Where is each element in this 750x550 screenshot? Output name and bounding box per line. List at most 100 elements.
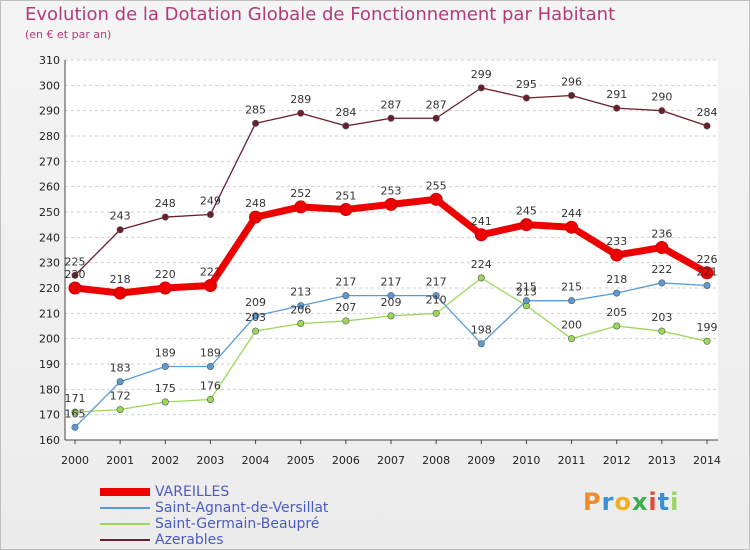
data-point <box>610 248 624 262</box>
data-label: 215 <box>516 281 537 294</box>
y-tick-label: 310 <box>39 54 60 67</box>
proxiti-logo: Proxiti <box>583 488 680 516</box>
data-point <box>658 279 666 287</box>
data-label: 206 <box>290 303 311 316</box>
data-label: 253 <box>381 184 402 197</box>
y-tick-label: 250 <box>39 206 60 219</box>
data-label: 252 <box>290 187 311 200</box>
data-label: 295 <box>516 78 537 91</box>
data-point <box>703 122 711 130</box>
data-point <box>387 312 395 320</box>
x-tick-label: 2001 <box>106 454 134 467</box>
legend-swatch <box>100 539 150 541</box>
y-tick-label: 240 <box>39 231 60 244</box>
data-label: 244 <box>561 207 582 220</box>
data-point <box>252 312 260 320</box>
data-label: 175 <box>155 382 176 395</box>
legend-swatch <box>100 488 150 496</box>
data-label: 296 <box>561 75 582 88</box>
y-tick-label: 210 <box>39 307 60 320</box>
data-label: 217 <box>426 276 447 289</box>
y-tick-label: 220 <box>39 282 60 295</box>
data-label: 172 <box>110 390 131 403</box>
data-point <box>432 114 440 122</box>
chart-subtitle: (en € et par an) <box>25 28 112 41</box>
data-point <box>116 406 124 414</box>
data-point <box>116 378 124 386</box>
data-label: 248 <box>155 197 176 210</box>
data-point <box>384 197 398 211</box>
data-point <box>655 240 669 254</box>
data-label: 284 <box>335 106 356 119</box>
data-label: 218 <box>110 273 131 286</box>
legend-label: Azerables <box>155 532 224 548</box>
x-tick-label: 2010 <box>512 454 540 467</box>
legend-label: VAREILLES <box>155 484 230 500</box>
x-tick-label: 2004 <box>242 454 270 467</box>
y-tick-label: 260 <box>39 181 60 194</box>
data-point <box>522 94 530 102</box>
data-point <box>474 228 488 242</box>
data-label: 225 <box>65 255 86 268</box>
x-tick-label: 2008 <box>422 454 450 467</box>
data-label: 220 <box>65 268 86 281</box>
data-label: 203 <box>245 311 266 324</box>
data-point <box>703 281 711 289</box>
x-tick-label: 2012 <box>603 454 631 467</box>
x-tick-label: 2009 <box>467 454 495 467</box>
data-point <box>432 309 440 317</box>
data-point <box>568 91 576 99</box>
data-label: 249 <box>200 195 221 208</box>
data-label: 222 <box>651 263 672 276</box>
data-point <box>71 423 79 431</box>
x-tick-label: 2005 <box>287 454 315 467</box>
x-tick-label: 2013 <box>648 454 676 467</box>
data-label: 205 <box>606 306 627 319</box>
y-tick-label: 280 <box>39 130 60 143</box>
data-point <box>387 292 395 300</box>
data-label: 218 <box>606 273 627 286</box>
data-label: 255 <box>426 179 447 192</box>
data-label: 213 <box>290 286 311 299</box>
data-point <box>158 281 172 295</box>
x-tick-label: 2014 <box>693 454 721 467</box>
data-point <box>342 122 350 130</box>
x-tick-label: 2011 <box>558 454 586 467</box>
data-point <box>432 292 440 300</box>
data-label: 251 <box>335 189 356 202</box>
data-label: 165 <box>65 407 86 420</box>
data-label: 233 <box>606 235 627 248</box>
data-label: 243 <box>110 210 131 223</box>
chart-title: Evolution de la Dotation Globale de Fonc… <box>25 4 616 25</box>
y-tick-label: 200 <box>39 333 60 346</box>
y-tick-label: 170 <box>39 409 60 422</box>
y-tick-label: 190 <box>39 358 60 371</box>
data-label: 289 <box>290 93 311 106</box>
data-label: 245 <box>516 205 537 218</box>
data-label: 284 <box>697 106 718 119</box>
data-label: 285 <box>245 103 266 116</box>
data-point <box>68 281 82 295</box>
data-point <box>161 363 169 371</box>
data-point <box>613 322 621 330</box>
y-tick-label: 300 <box>39 79 60 92</box>
data-point <box>519 218 533 232</box>
data-label: 287 <box>381 98 402 111</box>
data-point <box>342 317 350 325</box>
data-point <box>568 297 576 305</box>
data-label: 199 <box>697 321 718 334</box>
data-point <box>658 107 666 115</box>
data-point <box>113 286 127 300</box>
data-point <box>297 302 305 310</box>
data-point <box>477 84 485 92</box>
data-point <box>477 340 485 348</box>
data-point <box>613 289 621 297</box>
data-label: 226 <box>697 253 718 266</box>
data-point <box>703 337 711 345</box>
data-point <box>161 213 169 221</box>
data-label: 210 <box>426 293 447 306</box>
y-tick-label: 160 <box>39 434 60 447</box>
data-label: 189 <box>155 347 176 360</box>
x-tick-label: 2002 <box>151 454 179 467</box>
